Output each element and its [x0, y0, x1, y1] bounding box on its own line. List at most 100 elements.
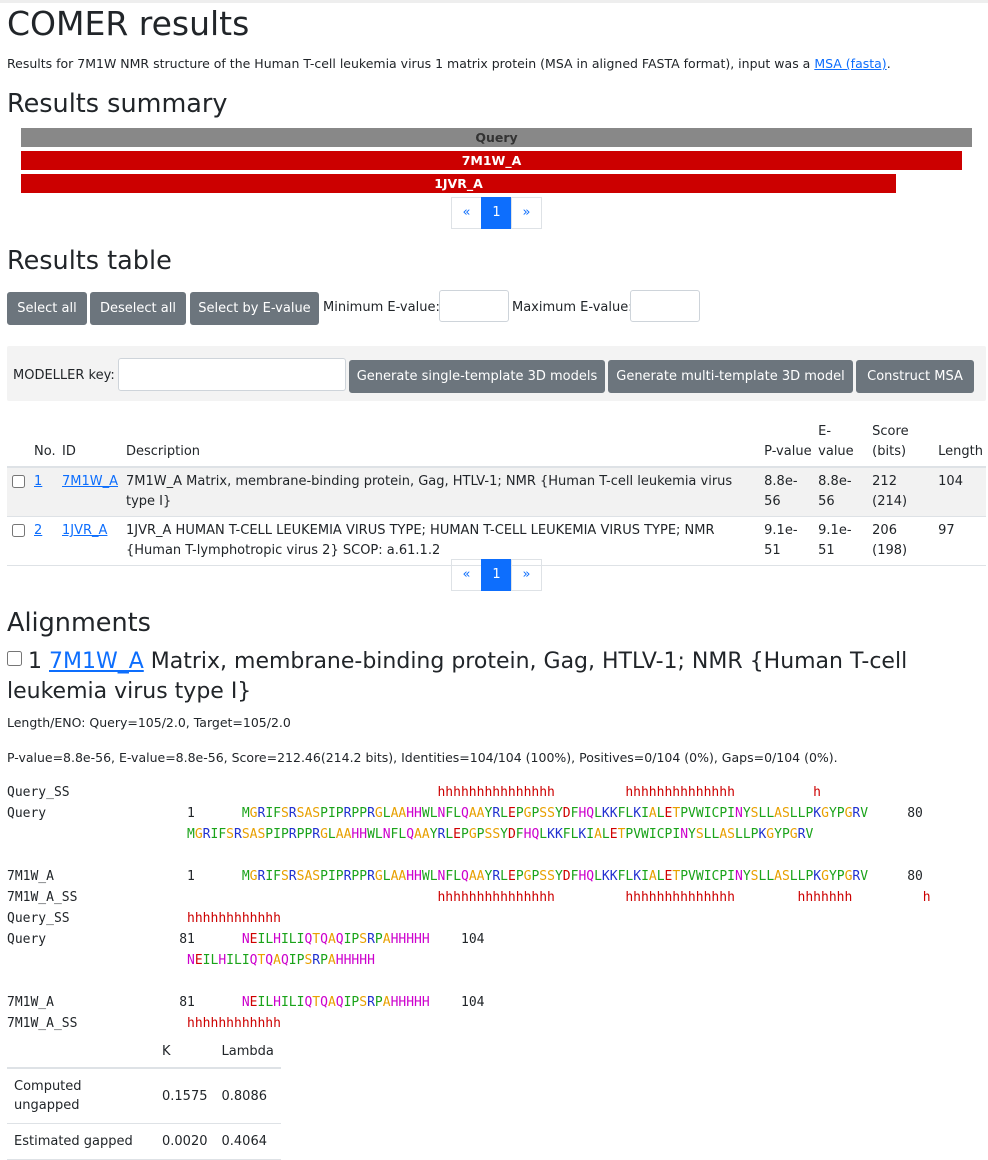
- row-id-link[interactable]: 7M1W_A: [62, 474, 119, 489]
- alignments-heading: Alignments: [7, 608, 151, 638]
- intro-text: Results for 7M1W NMR structure of the Hu…: [7, 55, 891, 73]
- query-end: 80: [907, 806, 923, 821]
- generate-multi-template-button[interactable]: Generate multi-template 3D model: [608, 360, 853, 393]
- select-by-evalue-button[interactable]: Select by E-value: [190, 292, 319, 325]
- target-ss: hhhhhhhhhhhhhhh hhhhhhhhhhhhhh hhhhhhh h: [257, 890, 931, 905]
- row-pvalue: 8.8e-56: [761, 467, 816, 517]
- alignment-checkbox[interactable]: [7, 651, 22, 666]
- row-pvalue: 9.1e-51: [761, 516, 816, 566]
- query-ss: hhhhhhhhhhhhhhh hhhhhhhhhhhhhh h: [257, 785, 821, 800]
- row-description: 1JVR_A HUMAN T-CELL LEUKEMIA VIRUS TYPE;…: [123, 516, 762, 566]
- alignment-number: 1: [28, 649, 42, 674]
- summary-pager: « 1 »: [451, 197, 542, 229]
- row-checkbox[interactable]: [12, 475, 25, 488]
- intro-suffix: .: [886, 56, 891, 71]
- row-id-link[interactable]: 1JVR_A: [62, 523, 108, 538]
- match-seq: MGRIFSRSASPIPRPPRGLAAHHWLNFLQAAYRLEPGPSS…: [187, 827, 814, 842]
- msa-fasta-link[interactable]: MSA (fasta): [814, 56, 887, 71]
- modeller-key-input[interactable]: [118, 358, 346, 391]
- query-label: Query: [7, 932, 47, 947]
- kl-row-label: Estimated gapped: [7, 1123, 155, 1160]
- kl-col-k: K: [155, 1036, 215, 1069]
- pager-next[interactable]: »: [511, 197, 542, 229]
- row-evalue: 8.8e-56: [815, 467, 870, 517]
- length-eno: Length/ENO: Query=105/2.0, Target=105/2.…: [7, 715, 291, 730]
- table-pager: « 1 »: [451, 559, 542, 591]
- query-ss-label: Query_SS: [7, 785, 70, 800]
- query-start: 1: [187, 806, 195, 821]
- row-no-link[interactable]: 2: [34, 523, 43, 538]
- row-no-link[interactable]: 1: [34, 474, 43, 489]
- results-summary-heading: Results summary: [7, 89, 228, 119]
- table-row: 1 7M1W_A 7M1W_A Matrix, membrane-binding…: [7, 467, 986, 517]
- min-evalue-input[interactable]: [439, 290, 509, 322]
- pager-page-1[interactable]: 1: [481, 559, 512, 591]
- col-select: [7, 418, 31, 468]
- results-table-header: No. ID Description P-value E-value Score…: [7, 418, 986, 468]
- alignment-block-1: Query_SS hhhhhhhhhhhhhhh hhhhhhhhhhhhhh …: [7, 782, 931, 908]
- col-score: Score (bits): [869, 418, 936, 468]
- select-all-button[interactable]: Select all: [7, 292, 87, 325]
- pager-next[interactable]: »: [511, 559, 542, 591]
- query-start: 81: [179, 932, 195, 947]
- row-description: 7M1W_A Matrix, membrane-binding protein,…: [123, 467, 762, 517]
- alignment-hit-link[interactable]: 7M1W_A: [49, 649, 144, 674]
- pager-prev[interactable]: «: [451, 559, 482, 591]
- row-evalue: 9.1e-51: [815, 516, 870, 566]
- row-score: 212 (214): [869, 467, 936, 517]
- alignment-stats: P-value=8.8e-56, E-value=8.8e-56, Score=…: [7, 750, 838, 765]
- col-evalue: E-value: [815, 418, 870, 468]
- row-checkbox[interactable]: [12, 524, 25, 537]
- col-pvalue: P-value: [761, 418, 816, 468]
- target-ss-label: 7M1W_A_SS: [7, 890, 78, 905]
- results-table: No. ID Description P-value E-value Score…: [7, 418, 986, 566]
- kl-row-k: 0.0020: [155, 1123, 215, 1160]
- col-length: Length: [935, 418, 986, 468]
- pager-page-1[interactable]: 1: [481, 197, 512, 229]
- kl-row-lambda: 0.8086: [214, 1068, 281, 1124]
- query-label: Query: [7, 806, 47, 821]
- table-row: Computed ungapped 0.1575 0.8086: [7, 1068, 281, 1124]
- max-evalue-label: Maximum E-value:: [512, 300, 633, 315]
- table-row: Estimated gapped 0.0020 0.4064: [7, 1123, 281, 1160]
- intro-body: Results for 7M1W NMR structure of the Hu…: [7, 56, 815, 71]
- kl-row-k: 0.1575: [155, 1068, 215, 1124]
- alignment-title: 1 7M1W_A Matrix, membrane-binding protei…: [7, 647, 967, 707]
- col-id: ID: [59, 418, 123, 468]
- pager-prev[interactable]: «: [451, 197, 482, 229]
- deselect-all-button[interactable]: Deselect all: [90, 292, 186, 325]
- col-no: No.: [31, 418, 59, 468]
- query-seq: NEILHILIQTQAQIPSRPAHHHHH: [241, 932, 430, 947]
- row-score: 206 (198): [869, 516, 936, 566]
- target-start: 81: [179, 995, 195, 1010]
- alignment-block-2: Query_SS hhhhhhhhhhhh Query 81 NEILHILIQ…: [7, 908, 485, 1034]
- target-label: 7M1W_A: [7, 869, 54, 884]
- target-seq: MGRIFSRSASPIPRPPRGLAAHHWLNFLQAAYRLEPGPSS…: [241, 869, 869, 884]
- construct-msa-button[interactable]: Construct MSA: [856, 360, 974, 393]
- max-evalue-input[interactable]: [630, 290, 700, 322]
- query-end: 104: [461, 932, 485, 947]
- kl-row-label: Computed ungapped: [7, 1068, 155, 1124]
- modeller-key-label: MODELLER key:: [13, 368, 115, 383]
- target-end: 104: [461, 995, 485, 1010]
- kl-col-lambda: Lambda: [214, 1036, 281, 1069]
- kl-header: K Lambda: [7, 1036, 281, 1069]
- col-description: Description: [123, 418, 762, 468]
- target-ss: hhhhhhhhhhhh: [187, 1016, 281, 1031]
- query-ss: hhhhhhhhhhhh: [187, 911, 281, 926]
- summary-hit-bar-7m1w[interactable]: 7M1W_A: [21, 151, 962, 170]
- results-table-heading: Results table: [7, 246, 172, 276]
- target-label: 7M1W_A: [7, 995, 54, 1010]
- query-ss-label: Query_SS: [7, 911, 70, 926]
- row-length: 97: [935, 516, 986, 566]
- summary-hit-bar-1jvr[interactable]: 1JVR_A: [21, 174, 896, 193]
- top-divider: [0, 0, 988, 3]
- kl-row-lambda: 0.4064: [214, 1123, 281, 1160]
- table-row: 2 1JVR_A 1JVR_A HUMAN T-CELL LEUKEMIA VI…: [7, 516, 986, 566]
- min-evalue-label: Minimum E-value:: [323, 300, 440, 315]
- target-start: 1: [187, 869, 195, 884]
- generate-single-template-button[interactable]: Generate single-template 3D models: [349, 360, 605, 393]
- target-end: 80: [907, 869, 923, 884]
- row-length: 104: [935, 467, 986, 517]
- kl-table: K Lambda Computed ungapped 0.1575 0.8086…: [7, 1036, 281, 1160]
